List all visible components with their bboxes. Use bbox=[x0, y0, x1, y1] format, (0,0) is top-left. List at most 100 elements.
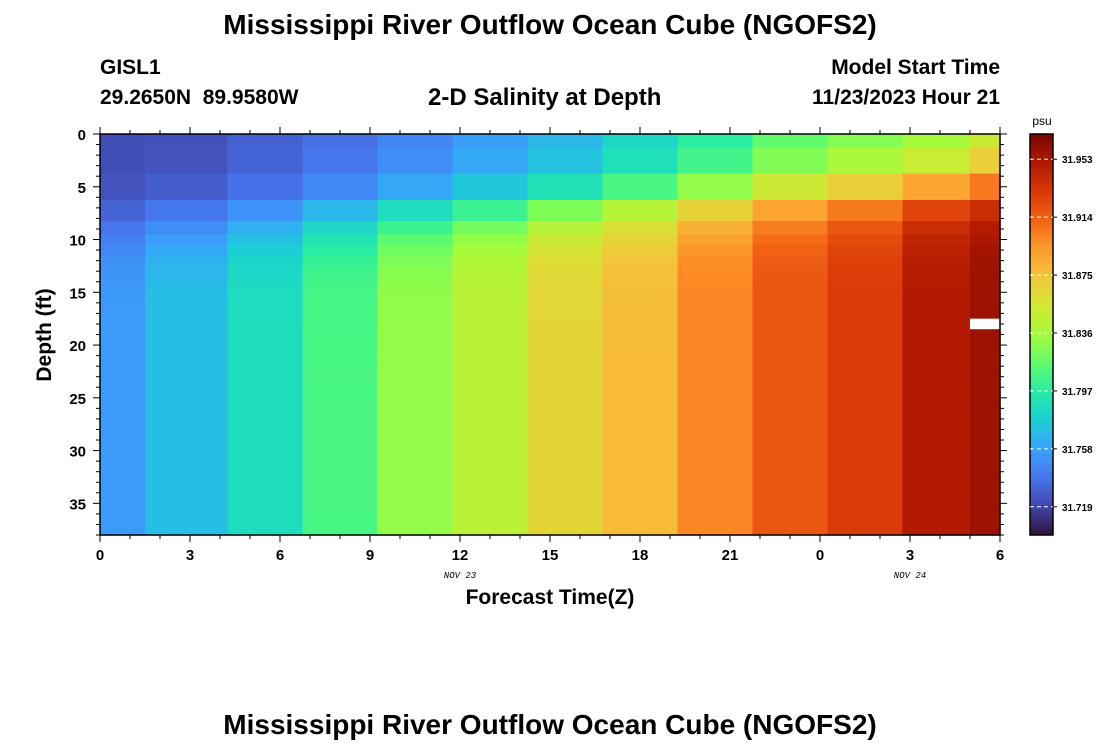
heatmap-cell bbox=[227, 339, 304, 351]
heatmap-cell bbox=[970, 265, 1001, 278]
heatmap-cell bbox=[902, 461, 971, 483]
heatmap-cell bbox=[527, 461, 604, 483]
heatmap-cell bbox=[377, 440, 454, 462]
heatmap-cell bbox=[527, 524, 604, 536]
heatmap-cell bbox=[452, 297, 529, 309]
chart-title: Mississippi River Outflow Ocean Cube (NG… bbox=[223, 9, 877, 40]
heatmap-cell bbox=[827, 255, 904, 267]
heatmap-cell bbox=[527, 318, 604, 330]
heatmap-cell bbox=[827, 371, 904, 383]
heatmap-cell bbox=[752, 276, 829, 288]
heatmap-cell bbox=[827, 424, 904, 441]
heatmap-cell bbox=[302, 440, 379, 462]
heatmap-cell bbox=[970, 392, 1001, 404]
heatmap-cell bbox=[902, 265, 971, 278]
heatmap-cell bbox=[677, 392, 754, 404]
heatmap-cell bbox=[902, 308, 971, 320]
heatmap-cell bbox=[970, 234, 1001, 246]
heatmap-cell bbox=[377, 276, 454, 288]
heatmap-cell bbox=[100, 503, 146, 526]
heatmap-cell bbox=[527, 234, 604, 246]
heatmap-cell bbox=[227, 524, 304, 536]
heatmap-cell bbox=[827, 234, 904, 246]
heatmap-cell bbox=[827, 173, 904, 201]
heatmap-cell bbox=[377, 134, 454, 148]
heatmap-cell bbox=[752, 424, 829, 441]
heatmap-cell bbox=[145, 255, 229, 267]
heatmap-cell bbox=[752, 318, 829, 330]
heatmap-cell bbox=[827, 524, 904, 536]
heatmap-cell bbox=[377, 329, 454, 341]
heatmap-cell bbox=[752, 199, 829, 222]
heatmap-cell bbox=[827, 308, 904, 320]
heatmap-cell bbox=[752, 329, 829, 341]
heatmap-cell bbox=[902, 234, 971, 246]
heatmap-cell bbox=[227, 381, 304, 394]
heatmap-cell bbox=[100, 413, 146, 425]
heatmap-cell bbox=[227, 265, 304, 278]
y-tick-label: 10 bbox=[69, 233, 86, 250]
heatmap-cell bbox=[827, 265, 904, 278]
heatmap-cell bbox=[377, 461, 454, 483]
heatmap-cell bbox=[827, 503, 904, 526]
heatmap-cell bbox=[827, 244, 904, 256]
heatmap-cell bbox=[145, 392, 229, 404]
heatmap-cell bbox=[100, 424, 146, 441]
heatmap-cell bbox=[100, 234, 146, 246]
heatmap-cell bbox=[677, 244, 754, 256]
heatmap-cell bbox=[377, 147, 454, 175]
heatmap-cell bbox=[227, 255, 304, 267]
heatmap-cell bbox=[602, 482, 679, 504]
heatmap-cell bbox=[452, 276, 529, 288]
heatmap-cell bbox=[145, 329, 229, 341]
heatmap-cell bbox=[827, 482, 904, 504]
heatmap-cell bbox=[377, 503, 454, 526]
heatmap-cell bbox=[827, 461, 904, 483]
heatmap-cell bbox=[970, 147, 1001, 175]
heatmap-cell bbox=[970, 461, 1001, 483]
heatmap-cell bbox=[902, 482, 971, 504]
heatmap-cell bbox=[677, 350, 754, 362]
x-tick-label: 9 bbox=[366, 547, 374, 564]
heatmap-cell bbox=[302, 244, 379, 256]
heatmap-cell bbox=[902, 147, 971, 175]
heatmap-cell bbox=[452, 287, 529, 299]
heatmap-cell bbox=[970, 287, 1001, 299]
heatmap-cell bbox=[602, 147, 679, 175]
heatmap-cell bbox=[145, 244, 229, 256]
heatmap-cell bbox=[145, 287, 229, 299]
heatmap-cell bbox=[527, 482, 604, 504]
heatmap-cell bbox=[227, 134, 304, 148]
heatmap-cell bbox=[302, 482, 379, 504]
heatmap-cell bbox=[602, 318, 679, 330]
heatmap-cell bbox=[377, 318, 454, 330]
y-tick-label: 5 bbox=[78, 180, 86, 197]
heatmap-cell bbox=[602, 244, 679, 256]
heatmap-cell bbox=[227, 297, 304, 309]
heatmap-cell bbox=[752, 297, 829, 309]
heatmap-cell bbox=[100, 318, 146, 330]
heatmap-cell bbox=[602, 524, 679, 536]
heatmap-cell bbox=[145, 234, 229, 246]
heatmap-cell bbox=[302, 199, 379, 222]
heatmap-cell bbox=[452, 350, 529, 362]
heatmap-cell bbox=[752, 461, 829, 483]
heatmap-cell bbox=[970, 482, 1001, 504]
heatmap-cell bbox=[602, 350, 679, 362]
heatmap-cell bbox=[677, 265, 754, 278]
heatmap-cell bbox=[527, 199, 604, 222]
heatmap-cell bbox=[100, 329, 146, 341]
heatmap-cell bbox=[100, 381, 146, 394]
heatmap-cell bbox=[602, 173, 679, 201]
heatmap-cell bbox=[227, 244, 304, 256]
heatmap-cell bbox=[752, 265, 829, 278]
y-tick-label: 35 bbox=[69, 496, 86, 513]
heatmap-cell bbox=[752, 339, 829, 351]
heatmap-cell bbox=[377, 424, 454, 441]
colorbar-tick-label: 31.719 bbox=[1062, 503, 1093, 514]
heatmap-cell bbox=[752, 287, 829, 299]
heatmap-cell bbox=[302, 276, 379, 288]
heatmap-cell bbox=[527, 173, 604, 201]
heatmap-cell bbox=[452, 392, 529, 404]
heatmap-cell bbox=[752, 392, 829, 404]
